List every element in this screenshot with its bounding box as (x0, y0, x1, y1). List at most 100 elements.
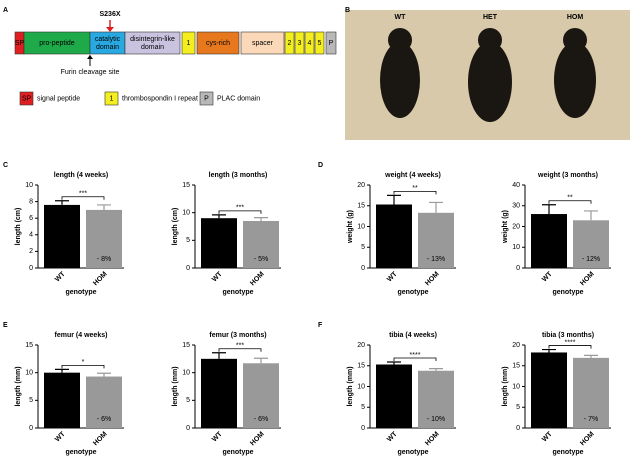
y-tick-label: 5 (29, 397, 33, 404)
legend-text: thrombospondin I repeat (122, 95, 198, 102)
x-axis-label: genotype (397, 289, 428, 296)
photo-label: HET (483, 14, 498, 21)
x-tick-label: WT (211, 430, 224, 443)
domain-label: 4 (308, 40, 312, 47)
domain-label: SP (15, 40, 25, 47)
y-tick-label: 10 (182, 210, 190, 217)
domain (284, 31, 295, 55)
bar (418, 370, 454, 428)
error-bar (55, 368, 69, 373)
y-tick-label: 10 (512, 383, 520, 390)
annotation: - 10% (427, 416, 445, 423)
y-axis-label: length (cm) (172, 208, 179, 246)
y-tick-label: 15 (357, 363, 365, 370)
y-tick-label: 0 (29, 425, 33, 432)
y-tick-label: 15 (512, 363, 520, 370)
annotation: - 7% (584, 416, 598, 423)
domain-label: pro-peptide (39, 40, 75, 47)
y-tick-label: 5 (516, 404, 520, 411)
y-tick-label: 20 (512, 342, 520, 349)
x-tick-label: HOM (424, 271, 441, 288)
x-tick-label: HOM (92, 271, 109, 288)
domain (314, 31, 325, 55)
bar (376, 204, 412, 268)
panel-label: D (318, 162, 323, 169)
bar (201, 358, 237, 428)
y-axis-label: length (mm) (172, 366, 179, 406)
x-tick-label: HOM (579, 271, 596, 288)
y-tick-label: 10 (182, 370, 190, 377)
y-tick-label: 20 (357, 182, 365, 189)
x-tick-label: WT (54, 430, 67, 443)
annotation: - 8% (97, 256, 111, 263)
domain-label: domain (141, 44, 164, 51)
significance-bracket (548, 345, 592, 349)
error-bar (387, 361, 401, 365)
panel-label: B (345, 7, 350, 14)
annotation: - 12% (582, 256, 600, 263)
x-tick-label: HOM (424, 431, 441, 448)
cleavage-arrowhead (87, 55, 93, 59)
domain-label: 3 (298, 40, 302, 47)
photo-label: WT (395, 14, 407, 21)
domain-label: 2 (288, 40, 292, 47)
x-tick-label: WT (54, 270, 67, 283)
x-tick-label: WT (386, 430, 399, 443)
bar (531, 214, 567, 268)
significance-bracket (218, 210, 262, 214)
error-bar (254, 217, 268, 221)
x-tick-label: WT (386, 270, 399, 283)
error-bar (254, 357, 268, 364)
y-axis-label: length (mm) (15, 366, 22, 406)
error-bar (212, 214, 226, 219)
bar (44, 372, 80, 428)
x-axis-label: genotype (552, 449, 583, 456)
panel-label: F (318, 322, 323, 329)
error-bar (584, 354, 598, 358)
legend-key: SP (22, 95, 32, 102)
legend-key: 1 (110, 95, 114, 102)
bar (201, 218, 237, 268)
panel-label: C (3, 162, 8, 169)
y-tick-label: 0 (516, 425, 520, 432)
bar (86, 209, 122, 268)
x-axis-label: genotype (552, 289, 583, 296)
x-tick-label: WT (211, 270, 224, 283)
domain-label: P (329, 40, 334, 47)
domain (240, 31, 285, 55)
significance-bracket (393, 190, 437, 195)
panel-label: A (3, 7, 8, 14)
error-bar (387, 194, 401, 205)
y-tick-label: 10 (25, 370, 33, 377)
error-bar (97, 372, 111, 377)
bar (573, 357, 609, 428)
mice (380, 28, 596, 122)
significance-bracket (548, 200, 592, 204)
error-bar (584, 210, 598, 221)
y-tick-label: 0 (361, 265, 365, 272)
y-tick-label: 10 (357, 383, 365, 390)
y-tick-label: 0 (186, 425, 190, 432)
y-axis-label: length (cm) (15, 208, 22, 246)
y-tick-label: 6 (29, 215, 33, 222)
domain (325, 31, 337, 55)
y-axis-label: weight (g) (347, 210, 354, 244)
y-tick-label: 20 (512, 223, 520, 230)
domain-label: 1 (187, 40, 191, 47)
bar (573, 220, 609, 268)
bar (531, 352, 567, 428)
x-axis-label: genotype (222, 289, 253, 296)
y-axis-label: weight (g) (502, 210, 509, 244)
legend-swatch (199, 91, 214, 106)
y-tick-label: 5 (361, 244, 365, 251)
y-tick-label: 5 (186, 237, 190, 244)
y-tick-label: 40 (512, 182, 520, 189)
annotation: - 5% (254, 256, 268, 263)
y-tick-label: 5 (361, 404, 365, 411)
y-tick-label: 10 (357, 223, 365, 230)
bar (243, 220, 279, 268)
legend-swatch (104, 91, 119, 106)
x-axis-label: genotype (222, 449, 253, 456)
error-bar (429, 368, 443, 371)
error-bar (55, 200, 69, 205)
